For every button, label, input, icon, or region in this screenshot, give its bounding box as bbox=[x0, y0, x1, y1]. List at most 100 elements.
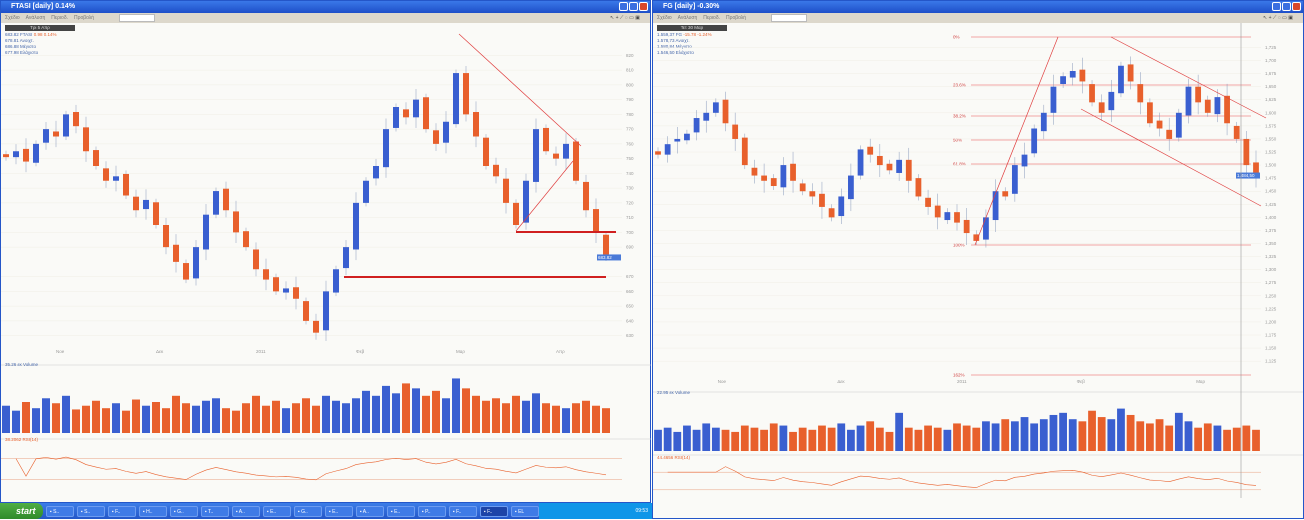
trendline[interactable] bbox=[515, 160, 574, 232]
toolbar-icons[interactable]: ↖ + ⟋ ◌ ▭ ▣ bbox=[1263, 15, 1293, 21]
volume-bar bbox=[895, 412, 904, 451]
volume-bar bbox=[392, 393, 400, 433]
candle bbox=[1175, 112, 1182, 138]
candle bbox=[655, 151, 661, 155]
taskbar-item[interactable]: ▪ E.. bbox=[386, 505, 415, 517]
candle bbox=[674, 138, 681, 142]
taskbar-item[interactable]: ▪ F.. bbox=[479, 505, 508, 517]
candle bbox=[915, 178, 922, 197]
volume-bar bbox=[1078, 421, 1087, 451]
candle bbox=[533, 129, 539, 182]
legend-high: 686.88 Μέγιστο bbox=[5, 44, 37, 49]
menu-draw[interactable]: Σχέδιο bbox=[657, 15, 672, 21]
taskbar-item[interactable]: ▪ P.. bbox=[417, 505, 446, 517]
close-button[interactable] bbox=[639, 2, 648, 11]
candle bbox=[513, 202, 519, 225]
maximize-button[interactable] bbox=[1282, 2, 1291, 11]
candle bbox=[243, 231, 249, 248]
menu-draw[interactable]: Σχέδιο bbox=[5, 15, 20, 21]
legend-change: -15.78 -1.24% bbox=[683, 32, 712, 37]
candle bbox=[799, 183, 806, 192]
x-tick-label: Φεβ bbox=[1077, 379, 1086, 384]
y-tick-label: 1,575 bbox=[1265, 123, 1277, 128]
volume-bar bbox=[1184, 421, 1193, 451]
maximize-button[interactable] bbox=[629, 2, 638, 11]
candle bbox=[443, 121, 449, 143]
taskbar-item[interactable]: ▪ A.. bbox=[231, 505, 260, 517]
taskbar-item[interactable]: ▪ E.. bbox=[262, 505, 291, 517]
fg-price-chart[interactable]: 0% 23.6% 38.2% 50% 61.8% 100% 162% 1,725 1,700 1… bbox=[653, 23, 1303, 520]
taskbar-item[interactable]: ▪ S.. bbox=[76, 505, 105, 517]
x-tick-label: Δεκ bbox=[837, 379, 845, 384]
volume-bar bbox=[132, 399, 140, 433]
symbol-input[interactable] bbox=[119, 14, 155, 22]
ftasi-price-chart[interactable]: 820 810 800 790 780 770 760 750 740 730 720 710 700 6… bbox=[1, 23, 651, 503]
system-tray: 09:53 bbox=[538, 503, 652, 519]
volume-bar bbox=[750, 427, 759, 451]
volume-bar bbox=[1059, 412, 1067, 451]
start-button[interactable]: start bbox=[0, 503, 43, 519]
legend-change: 0.98 0.14% bbox=[33, 32, 57, 37]
fib-level-label: 38.2% bbox=[953, 114, 966, 119]
menu-period[interactable]: Περιοδ. bbox=[703, 15, 720, 21]
candle bbox=[153, 202, 159, 225]
taskbar-item[interactable]: ▪ E.. bbox=[324, 505, 353, 517]
volume-bar bbox=[789, 431, 797, 451]
trendline[interactable] bbox=[458, 33, 582, 147]
taskbar-item[interactable]: ▪ S.. bbox=[45, 505, 74, 517]
taskbar: start ▪ S.. ▪ S.. ▪ F.. ▪ H.. ▪ G.. ▪ T.. ▪ A.… bbox=[0, 503, 652, 519]
y-tick-label: 1,475 bbox=[1265, 176, 1277, 181]
volume-bar bbox=[904, 427, 913, 451]
menu-analysis[interactable]: Ανάλυση bbox=[677, 15, 698, 21]
fib-anchor-line[interactable] bbox=[974, 36, 1059, 246]
candle bbox=[373, 166, 379, 179]
volume-bar bbox=[885, 431, 894, 451]
volume-label: 22.95 εκ Volume bbox=[657, 390, 691, 395]
candle bbox=[103, 168, 109, 181]
minimize-button[interactable] bbox=[619, 2, 628, 11]
y-tick-label: 670 bbox=[626, 274, 634, 279]
candle bbox=[233, 211, 239, 233]
volume-bar bbox=[432, 390, 440, 433]
candle bbox=[273, 277, 279, 292]
candle bbox=[741, 137, 748, 166]
menu-period[interactable]: Περιοδ. bbox=[51, 15, 68, 21]
minimize-button[interactable] bbox=[1272, 2, 1281, 11]
taskbar-item[interactable]: ▪ G.. bbox=[293, 505, 322, 517]
volume-bar bbox=[542, 403, 550, 433]
candle bbox=[453, 73, 459, 125]
menu-view[interactable]: Προβολή bbox=[74, 15, 95, 21]
x-tick-label: Απρ bbox=[556, 349, 565, 354]
volume-bar bbox=[654, 429, 662, 451]
candle bbox=[925, 197, 931, 207]
y-tick-label: 640 bbox=[626, 318, 634, 323]
candle bbox=[761, 175, 767, 181]
symbol-input[interactable] bbox=[771, 14, 807, 22]
taskbar-item[interactable]: ▪ G.. bbox=[169, 505, 198, 517]
taskbar-item[interactable]: ▪ A.. bbox=[355, 505, 384, 517]
candle bbox=[1060, 76, 1066, 85]
taskbar-item[interactable]: ▪ F.. bbox=[107, 505, 136, 517]
candle bbox=[63, 114, 69, 137]
candle bbox=[1214, 97, 1221, 115]
volume-bar bbox=[302, 398, 310, 433]
volume-bar bbox=[933, 427, 942, 451]
volume-bar bbox=[1039, 419, 1048, 451]
toolbar-icons[interactable]: ↖ + ⟋ ◌ ▭ ▣ bbox=[610, 15, 640, 21]
taskbar-item[interactable]: ▪ H.. bbox=[138, 505, 167, 517]
fibonacci-retracement[interactable]: 0% 23.6% 38.2% 50% 61.8% 100% 162% bbox=[953, 35, 1251, 378]
channel-line[interactable] bbox=[1080, 108, 1262, 207]
volume-bar bbox=[1242, 425, 1251, 451]
candle bbox=[473, 112, 479, 137]
taskbar-item[interactable]: ▪ EL bbox=[510, 505, 539, 517]
close-button[interactable] bbox=[1292, 2, 1301, 11]
menu-view[interactable]: Προβολή bbox=[726, 15, 747, 21]
fib-level-label: 50% bbox=[953, 138, 962, 143]
fib-level-label: 61.8% bbox=[953, 162, 966, 167]
taskbar-item[interactable]: ▪ F.. bbox=[448, 505, 477, 517]
taskbar-item[interactable]: ▪ T.. bbox=[200, 505, 229, 517]
volume-bar bbox=[52, 403, 60, 433]
menu-analysis[interactable]: Ανάλυση bbox=[25, 15, 46, 21]
clock: 09:53 bbox=[635, 508, 648, 514]
channel-line[interactable] bbox=[1110, 36, 1267, 119]
